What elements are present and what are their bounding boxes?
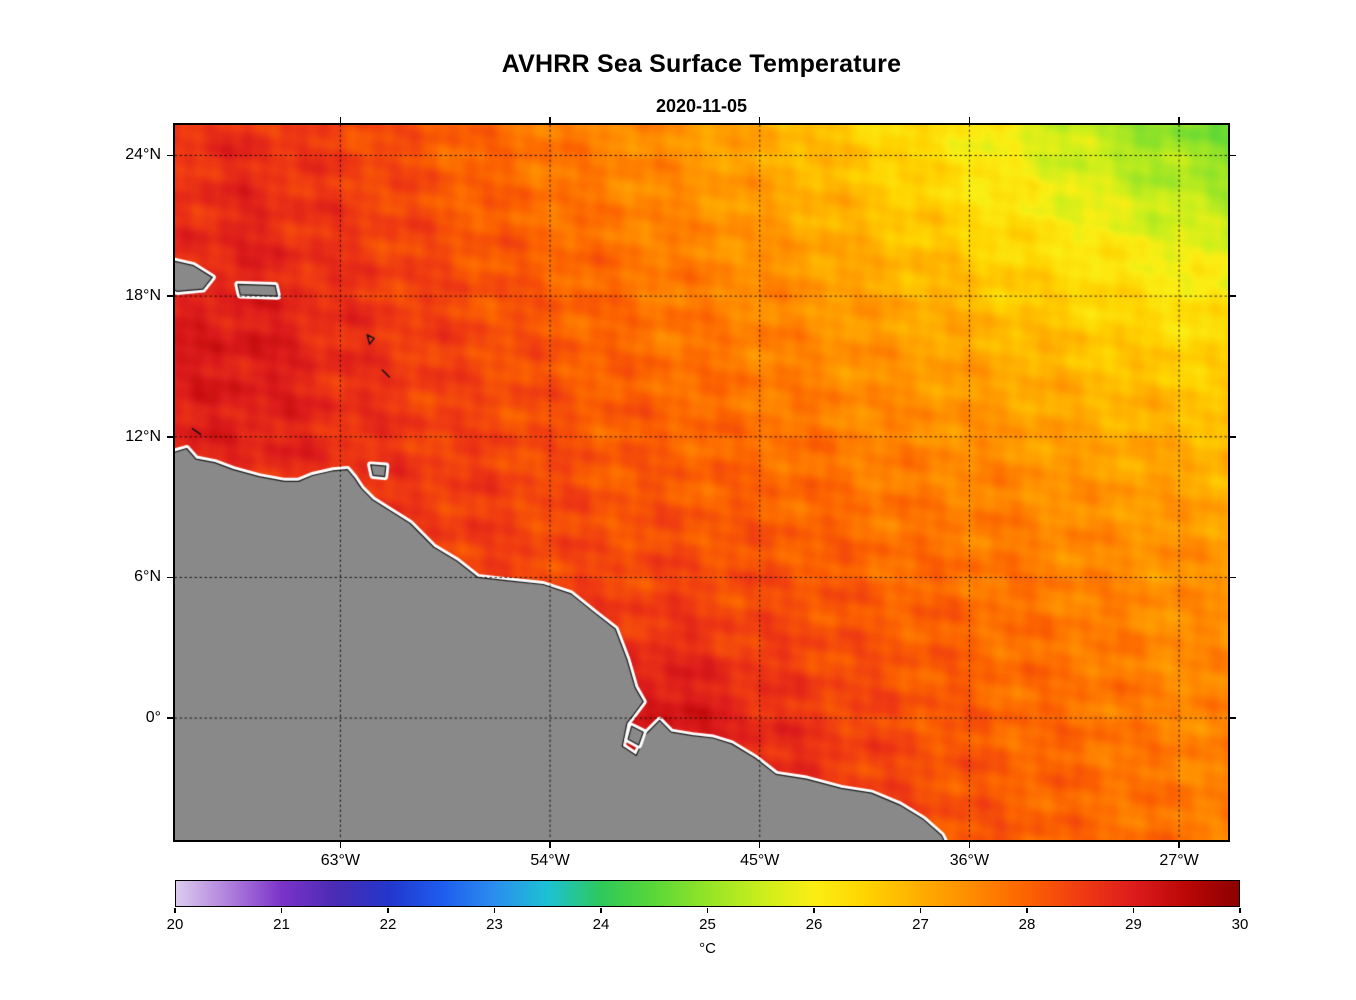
colorbar-tick-mark xyxy=(493,908,496,913)
y-tick-mark-right xyxy=(1230,154,1236,157)
y-tick-mark-right xyxy=(1230,576,1236,579)
x-tick-label: 45°W xyxy=(740,852,780,869)
x-tick-mark-top xyxy=(1178,117,1180,123)
x-tick-mark-bottom xyxy=(968,842,971,848)
x-tick-mark-top xyxy=(758,117,761,123)
colorbar-tick-mark xyxy=(174,908,176,913)
colorbar-label: °C xyxy=(699,940,716,957)
colorbar-tick-label: 26 xyxy=(805,916,823,933)
x-tick-label: 54°W xyxy=(530,852,570,869)
colorbar-tick-mark xyxy=(387,908,389,913)
x-tick-label: 63°W xyxy=(320,852,361,869)
colorbar-tick-mark xyxy=(1239,908,1241,913)
colorbar-tick-label: 30 xyxy=(1231,916,1249,933)
x-tick-mark-bottom xyxy=(549,842,551,848)
x-tick-mark-top xyxy=(339,117,342,123)
sst-heatmap-canvas xyxy=(175,125,1228,840)
x-tick-mark-top xyxy=(968,117,971,123)
y-tick-label: 6°N xyxy=(134,568,161,586)
colorbar-tick-mark xyxy=(919,908,922,913)
x-tick-mark-top xyxy=(549,117,551,123)
y-tick-mark-left xyxy=(167,576,173,579)
colorbar-tick-label: 24 xyxy=(592,916,610,933)
colorbar-tick-label: 29 xyxy=(1125,916,1142,933)
colorbar-tick-label: 28 xyxy=(1018,916,1036,933)
x-tick-mark-bottom xyxy=(1178,842,1180,848)
colorbar-tick-label: 27 xyxy=(912,916,929,933)
chart-subtitle: 2020-11-05 xyxy=(655,96,748,116)
colorbar-tick-label: 22 xyxy=(379,916,397,933)
x-tick-mark-bottom xyxy=(758,842,761,848)
y-tick-mark-right xyxy=(1230,295,1236,297)
x-tick-label: 27°W xyxy=(1159,852,1199,869)
x-tick-mark-bottom xyxy=(339,842,342,848)
colorbar-tick-mark xyxy=(280,908,283,913)
colorbar-tick-label: 23 xyxy=(486,916,503,933)
y-tick-mark-left xyxy=(167,436,173,438)
colorbar-tick-mark xyxy=(813,908,815,913)
colorbar-tick-mark xyxy=(1026,908,1028,913)
y-tick-mark-right xyxy=(1230,717,1236,719)
colorbar-tick-mark xyxy=(1132,908,1135,913)
colorbar-tick-mark xyxy=(600,908,602,913)
colorbar xyxy=(175,880,1240,907)
y-tick-mark-left xyxy=(167,717,173,719)
colorbar-tick-label: 20 xyxy=(166,916,184,933)
y-tick-label: 18°N xyxy=(125,287,161,305)
y-tick-label: 12°N xyxy=(125,427,161,445)
x-tick-label: 36°W xyxy=(949,852,990,869)
chart-title: AVHRR Sea Surface Temperature xyxy=(501,50,902,78)
y-tick-mark-left xyxy=(167,295,173,297)
y-tick-label: 24°N xyxy=(125,146,161,164)
y-tick-mark-left xyxy=(167,154,173,157)
y-tick-label: 0° xyxy=(145,709,161,727)
colorbar-tick-label: 25 xyxy=(699,916,716,933)
colorbar-tick-label: 21 xyxy=(273,916,290,933)
y-tick-mark-right xyxy=(1230,436,1236,438)
colorbar-tick-mark xyxy=(706,908,709,913)
